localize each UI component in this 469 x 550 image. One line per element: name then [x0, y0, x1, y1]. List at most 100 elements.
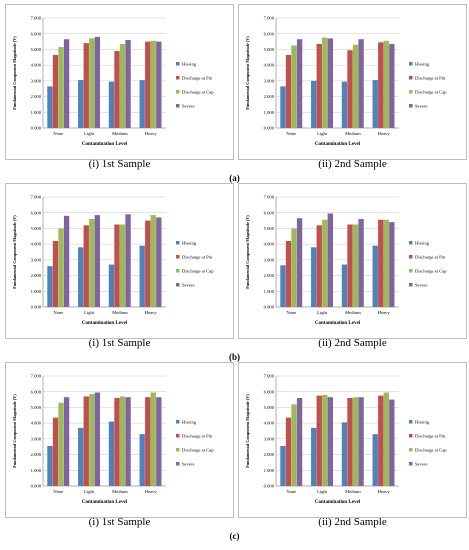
caption-b-1: (i) 1st Sample	[88, 337, 151, 349]
bar-discharge-at-cap	[119, 396, 126, 486]
y-tick-label: 4.000	[264, 242, 275, 247]
y-tick-label: 0.000	[264, 126, 275, 131]
x-tick-label: Light	[317, 131, 328, 136]
y-tick-label: 3.000	[31, 78, 42, 83]
bar-severe	[296, 218, 303, 307]
x-axis-label: Contamination Level	[315, 321, 361, 326]
x-tick-label: Medium	[345, 131, 361, 136]
bar-severe	[125, 397, 131, 486]
y-tick-label: 3.000	[264, 436, 275, 441]
bar-discharge-at-cap	[291, 45, 297, 128]
bar-discharge-at-cap	[58, 228, 64, 307]
legend-swatch	[176, 448, 180, 452]
bar-hissing	[108, 264, 115, 307]
legend-label: Discharge at Pin	[415, 255, 446, 260]
legend-swatch	[409, 104, 413, 108]
legend-swatch	[176, 269, 180, 273]
x-tick-label: Heavy	[145, 310, 158, 315]
legend-label: Severe	[182, 104, 195, 109]
caption-c-2: (ii) 2nd Sample	[318, 516, 387, 528]
y-tick-label: 2.000	[31, 94, 42, 99]
y-tick-label: 6.000	[264, 389, 275, 394]
bar-discharge-at-cap	[322, 219, 328, 307]
y-tick-label: 0.000	[264, 484, 275, 489]
legend-swatch	[176, 283, 180, 287]
bar-discharge-at-cap	[291, 404, 297, 486]
bar-severe	[156, 41, 162, 129]
bar-chart-a-2: 0.000 1.000 2.000 3.000 4.000 5.000 6.000 7.000…	[245, 16, 447, 147]
bar-discharge-at-pin	[316, 225, 322, 307]
bar-hissing	[78, 80, 84, 128]
x-tick-label: None	[286, 131, 296, 136]
y-tick-label: 1.000	[31, 289, 42, 294]
bar-severe	[63, 397, 70, 486]
bar-chart-b-2: 0.000 1.000 2.000 3.000 4.000 5.000 6.000 7.000…	[245, 195, 447, 326]
bar-hissing	[47, 86, 53, 128]
legend-swatch	[409, 241, 413, 245]
x-tick-label: Medium	[112, 310, 128, 315]
x-tick-label: None	[53, 310, 63, 315]
y-tick-label: 4.000	[264, 63, 275, 68]
y-tick-label: 4.000	[31, 242, 42, 247]
bar-hissing	[78, 427, 84, 486]
bar-discharge-at-cap	[150, 215, 156, 307]
y-tick-label: 4.000	[31, 421, 42, 426]
bar-discharge-at-cap	[352, 224, 359, 307]
legend-swatch	[409, 269, 413, 273]
bar-hissing	[139, 434, 145, 486]
y-tick-label: 7.000	[31, 374, 42, 379]
y-tick-label: 6.000	[264, 210, 275, 215]
legend-label: Discharge at Cap	[415, 269, 447, 274]
y-tick-label: 5.000	[31, 226, 42, 231]
y-tick-label: 5.000	[264, 47, 275, 52]
bar-hissing	[341, 422, 348, 486]
bar-discharge-at-cap	[383, 40, 389, 128]
bar-hissing	[139, 80, 145, 128]
x-tick-label: Light	[84, 489, 95, 494]
bar-severe	[327, 397, 333, 486]
bar-discharge-at-pin	[285, 241, 292, 307]
y-tick-label: 2.000	[264, 452, 275, 457]
y-tick-label: 4.000	[264, 421, 275, 426]
bar-discharge-at-pin	[316, 43, 322, 128]
bar-hissing	[280, 86, 286, 128]
y-tick-label: 0.000	[31, 484, 42, 489]
bar-severe	[327, 38, 333, 128]
y-tick-label: 5.000	[31, 47, 42, 52]
legend-swatch	[176, 462, 180, 466]
y-axis-label: Fundamental Component Magnitude (V)	[245, 36, 250, 110]
legend-label: Discharge at Pin	[182, 76, 213, 81]
bar-hissing	[47, 266, 53, 307]
bar-hissing	[311, 247, 317, 307]
chart-panel-a-2: 0.000 1.000 2.000 3.000 4.000 5.000 6.000 7.000…	[238, 4, 467, 160]
bar-chart-c-2: 0.000 1.000 2.000 3.000 4.000 5.000 6.000 7.000…	[245, 374, 447, 505]
bar-discharge-at-cap	[352, 44, 359, 128]
legend-swatch	[176, 434, 180, 438]
bar-severe	[94, 36, 100, 128]
y-tick-label: 0.000	[264, 305, 275, 310]
bar-discharge-at-cap	[352, 397, 359, 486]
y-axis-label: Fundamental Component Magnitude (V)	[245, 215, 250, 289]
bar-severe	[327, 213, 333, 307]
chart-panel-c-2: 0.000 1.000 2.000 3.000 4.000 5.000 6.000 7.000…	[238, 362, 467, 518]
bar-discharge-at-cap	[89, 394, 95, 486]
bar-discharge-at-pin	[347, 398, 353, 486]
bar-discharge-at-pin	[378, 42, 384, 128]
y-tick-label: 6.000	[31, 31, 42, 36]
y-tick-label: 7.000	[264, 374, 275, 379]
bar-severe	[156, 397, 162, 486]
y-tick-label: 2.000	[264, 94, 275, 99]
bar-severe	[389, 222, 395, 307]
bar-hissing	[311, 427, 317, 486]
y-tick-label: 1.000	[31, 110, 42, 115]
bar-severe	[358, 397, 364, 486]
bar-chart-a-1: 0.000 1.000 2.000 3.000 4.000 5.000 6.000 7.000…	[12, 16, 214, 147]
chart-panel-c-1: 0.000 1.000 2.000 3.000 4.000 5.000 6.000 7.000…	[5, 362, 234, 518]
x-axis-label: Contamination Level	[315, 500, 361, 505]
x-axis-label: Contamination Level	[82, 321, 128, 326]
legend-swatch	[176, 420, 180, 424]
bar-discharge-at-cap	[291, 228, 297, 307]
chart-panel-b-2: 0.000 1.000 2.000 3.000 4.000 5.000 6.000 7.000…	[238, 183, 467, 339]
bar-severe	[358, 39, 364, 128]
legend-label: Hissing	[182, 241, 197, 246]
